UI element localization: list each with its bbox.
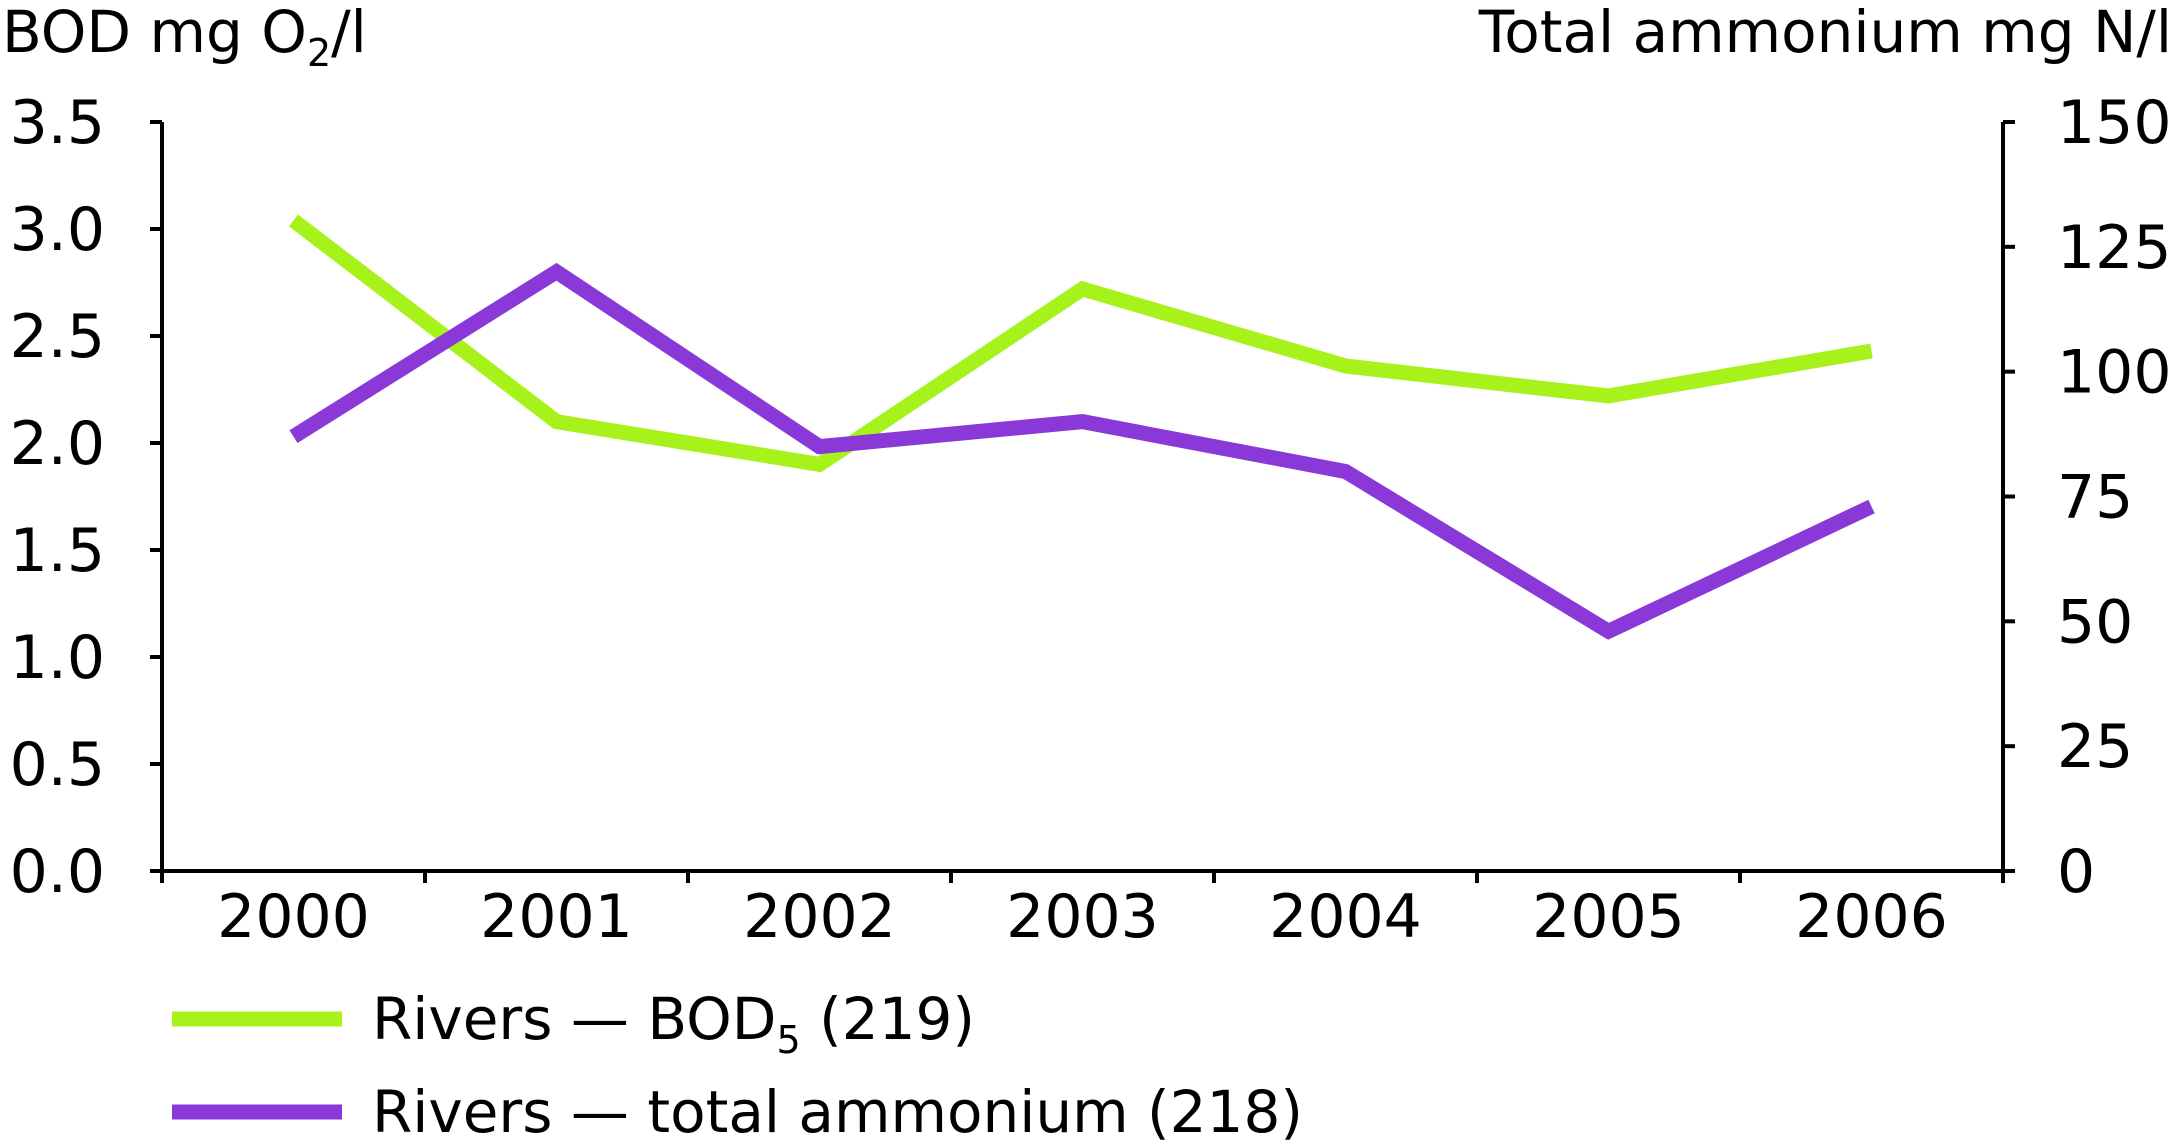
left-tick-label: 0.0 (10, 837, 105, 907)
left-tick-label: 3.5 (10, 88, 105, 158)
series-line-2 (289, 262, 1875, 640)
x-tick-label: 2001 (480, 882, 633, 952)
left-tick-label: 1.5 (10, 516, 105, 586)
series-line-1 (288, 214, 1873, 473)
legend-label-2: Rivers — total ammonium (218) (372, 1078, 1303, 1146)
left-tick-label: 2.0 (10, 409, 105, 479)
x-tick-label: 2003 (1006, 882, 1159, 952)
right-tick-label: 25 (2057, 712, 2133, 782)
left-tick-label: 2.5 (10, 302, 105, 372)
right-tick-label: 150 (2057, 88, 2172, 158)
legend-label-tail: (219) (801, 985, 975, 1053)
series-layer (288, 214, 1875, 640)
right-tick-label: 50 (2057, 587, 2133, 657)
x-tick-label: 2005 (1532, 882, 1685, 952)
legend-label-1: Rivers — BOD5 (219) (372, 985, 975, 1062)
left-tick-label: 0.5 (10, 730, 105, 800)
left-tick-label: 3.0 (10, 195, 105, 265)
x-tick-label: 2004 (1269, 882, 1422, 952)
left-axis-title-subscript: 2 (307, 31, 331, 75)
x-tick-label: 2000 (217, 882, 370, 952)
right-tick-label: 0 (2057, 837, 2095, 907)
right-tick-label: 125 (2057, 213, 2172, 283)
right-axis-title: Total ammonium mg N/l (1478, 0, 2172, 66)
legend: Rivers — BOD5 (219) Rivers — total ammoni… (172, 985, 1303, 1146)
legend-label-subscript: 5 (776, 1018, 800, 1062)
right-tick-label: 75 (2057, 463, 2133, 533)
x-tick-label: 2002 (743, 882, 896, 952)
right-tick-label: 100 (2057, 338, 2172, 408)
left-axis-title: BOD mg O2/l (2, 0, 367, 75)
legend-label-main: Rivers — BOD (372, 985, 776, 1053)
axis-titles: BOD mg O2/l Total ammonium mg N/l (2, 0, 2172, 75)
x-tick-label: 2006 (1795, 882, 1948, 952)
left-axis-title-main: BOD mg O (2, 0, 307, 66)
left-tick-label: 1.0 (10, 623, 105, 693)
axes-group: 0.0 0.5 1.0 1.5 2.0 2.5 3.0 3.5 0 25 50 75 100 125 150… (10, 88, 2172, 952)
left-axis-title-tail: /l (331, 0, 367, 66)
legend-label-main: Rivers — total ammonium (218) (372, 1078, 1303, 1146)
